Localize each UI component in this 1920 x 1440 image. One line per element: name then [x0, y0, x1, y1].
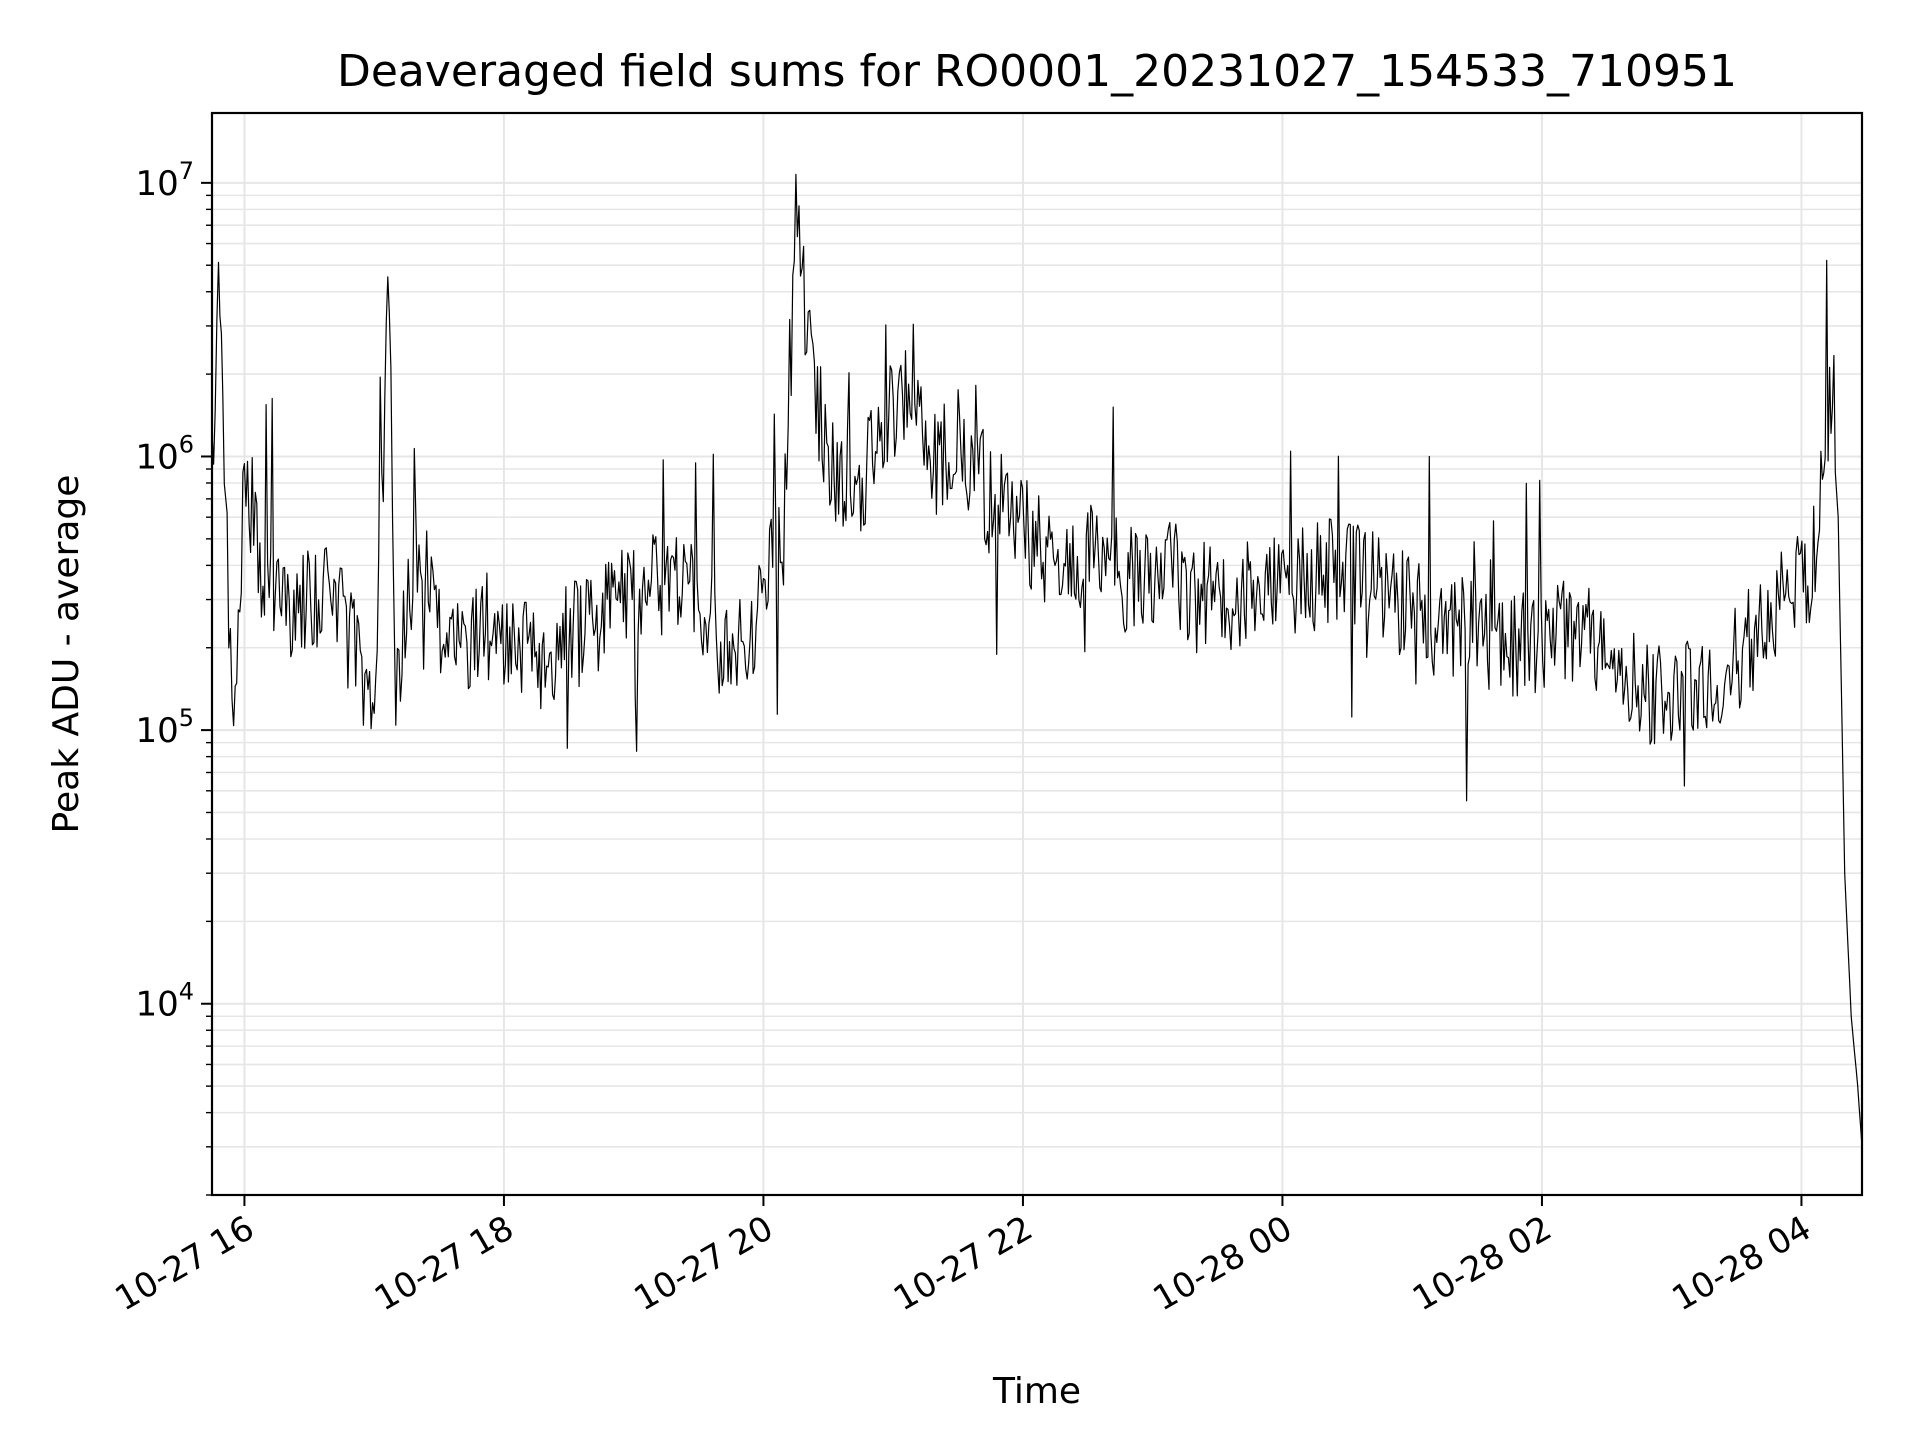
y-tick-label: 104	[135, 978, 194, 1025]
plot-frame	[210, 111, 1864, 1197]
grid	[212, 113, 1862, 1196]
y-axis-label: Peak ADU - average	[46, 475, 87, 834]
y-tick-label: 107	[135, 157, 194, 204]
series-layer	[211, 173, 1863, 1147]
series-line-0	[211, 173, 1863, 1147]
chart-title: Deaveraged field sums for RO0001_2023102…	[337, 46, 1737, 97]
y-tick-label: 105	[135, 704, 194, 751]
y-tick-label: 106	[135, 430, 194, 477]
x-axis-label: Time	[992, 1371, 1081, 1412]
